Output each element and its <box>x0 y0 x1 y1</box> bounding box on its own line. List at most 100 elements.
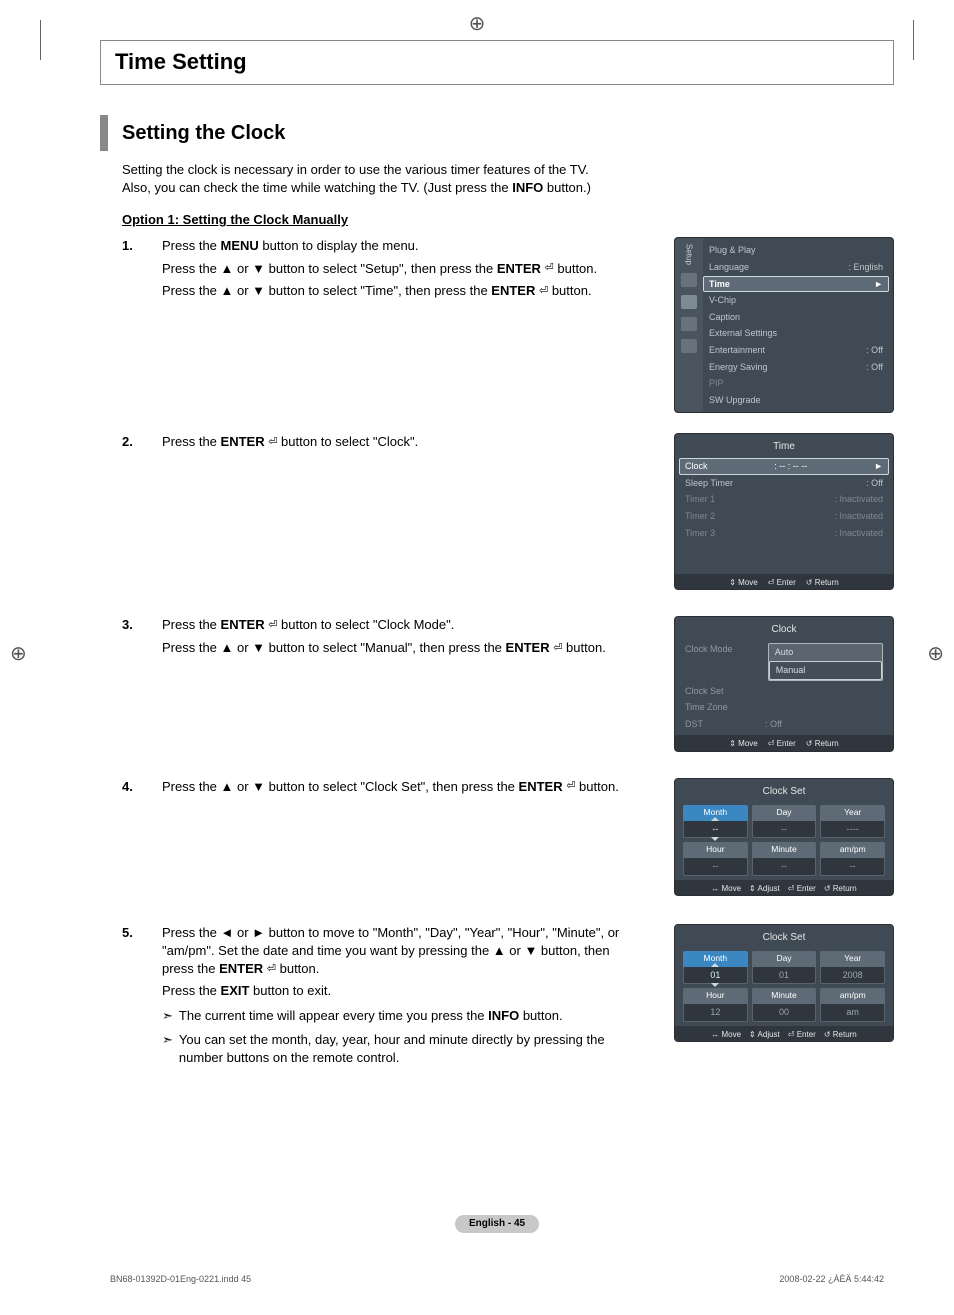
cs-day-value: -- <box>752 821 817 839</box>
subheading-text: Setting the Clock <box>122 115 285 151</box>
page-number-pill: English - 45 <box>455 1215 539 1233</box>
cs-ampm-value: am <box>820 1004 885 1022</box>
clockset-panel-blank: Clock Set Month-- Day-- Year---- Hour-- … <box>674 778 894 896</box>
cs-ampm-value: -- <box>820 858 885 876</box>
panel-title: Clock Set <box>679 783 889 805</box>
menu-item: Language: English <box>703 259 889 276</box>
step-body: Press the ◄ or ► button to move to "Mont… <box>162 924 654 1073</box>
step-3: 3. Press the ENTER ⏎ button to select "C… <box>122 616 894 757</box>
step-number: 1. <box>122 237 142 255</box>
menu-item: Time Zone <box>679 699 889 716</box>
panel-hint-bar: ⇕ Move ⏎ Enter ↺ Return <box>675 735 893 750</box>
section-title-bar: Time Setting <box>100 40 894 85</box>
option-manual-selected: Manual <box>769 661 882 680</box>
menu-item-selected: Clock: -- : -- --► <box>679 458 889 475</box>
enter-icon: ⏎ <box>267 962 276 977</box>
panel-title: Clock <box>679 621 889 641</box>
cs-year-value: 2008 <box>820 967 885 985</box>
panel-hint-bar: ⇕ Move ⏎ Enter ↺ Return <box>675 574 893 589</box>
menu-item-selected: Time► <box>703 276 889 293</box>
cs-hour-value: -- <box>683 858 748 876</box>
cs-ampm-header: am/pm <box>820 842 885 858</box>
note-line: ➣You can set the month, day, year, hour … <box>162 1031 644 1067</box>
note-icon: ➣ <box>162 1007 173 1025</box>
clockset-panel-filled: Clock Set Month01 Day01 Year2008 Hour12 … <box>674 924 894 1042</box>
step-body: Press the ENTER ⏎ button to select "Cloc… <box>162 616 654 660</box>
menu-item: SW Upgrade <box>703 392 889 409</box>
menu-item: DST: Off <box>679 716 889 733</box>
panel-hint-bar: ↔ Move ⇕ Adjust ⏎ Enter ↺ Return <box>675 1026 893 1041</box>
step-2: 2. Press the ENTER ⏎ button to select "C… <box>122 433 894 596</box>
cs-hour-header: Hour <box>683 842 748 858</box>
indd-filename: BN68-01392D-01Eng-0221.indd 45 <box>110 1273 251 1286</box>
step-5: 5. Press the ◄ or ► button to move to "M… <box>122 924 894 1073</box>
section-title: Time Setting <box>115 47 879 78</box>
menu-item: Clock Set <box>679 683 889 700</box>
menu-item: Entertainment: Off <box>703 342 889 359</box>
cs-month-value: -- <box>683 821 748 839</box>
setup-sidebar: Setup <box>675 238 703 412</box>
menu-item-disabled: Timer 2: Inactivated <box>679 508 889 525</box>
menu-item: V-Chip <box>703 292 889 309</box>
registration-mark-top: ⊕ <box>469 10 486 38</box>
menu-item: Caption <box>703 309 889 326</box>
cs-day-header: Day <box>752 951 817 967</box>
menu-item: Energy Saving: Off <box>703 359 889 376</box>
cs-hour-header: Hour <box>683 988 748 1004</box>
panel-hint-bar: ↔ Move ⇕ Adjust ⏎ Enter ↺ Return <box>675 880 893 895</box>
step-body: Press the ENTER ⏎ button to select "Cloc… <box>162 433 654 455</box>
cs-hour-value: 12 <box>683 1004 748 1022</box>
step-number: 4. <box>122 778 142 796</box>
cs-year-value: ---- <box>820 821 885 839</box>
cs-month-value: 01 <box>683 967 748 985</box>
step-1: 1. Press the MENU button to display the … <box>122 237 894 413</box>
cs-year-header: Year <box>820 805 885 821</box>
cs-day-header: Day <box>752 805 817 821</box>
step-4: 4. Press the ▲ or ▼ button to select "Cl… <box>122 778 894 904</box>
menu-item: Sleep Timer: Off <box>679 475 889 492</box>
enter-icon: ⏎ <box>539 284 548 299</box>
menu-item: Clock Mode Auto Manual <box>679 641 889 682</box>
sidebar-icon <box>681 339 697 353</box>
crop-line <box>40 20 41 60</box>
sidebar-icon <box>681 317 697 331</box>
crop-line <box>913 20 914 60</box>
cs-year-header: Year <box>820 951 885 967</box>
subheading-accent-bar <box>100 115 108 151</box>
step-number: 3. <box>122 616 142 634</box>
note-line: ➣The current time will appear every time… <box>162 1007 644 1025</box>
option-dropdown: Auto Manual <box>768 643 883 680</box>
option-heading: Option 1: Setting the Clock Manually <box>122 211 894 229</box>
step-body: Press the MENU button to display the men… <box>162 237 654 304</box>
registration-mark-right: ⊕ <box>927 640 944 668</box>
cs-day-value: 01 <box>752 967 817 985</box>
cs-minute-header: Minute <box>752 988 817 1004</box>
intro-line: Also, you can check the time while watch… <box>122 179 894 197</box>
menu-item: Plug & Play <box>703 242 889 259</box>
cs-minute-header: Minute <box>752 842 817 858</box>
option-auto: Auto <box>769 644 882 661</box>
page-footer: English - 45 <box>100 1213 894 1233</box>
cs-minute-value: -- <box>752 858 817 876</box>
note-icon: ➣ <box>162 1031 173 1067</box>
sidebar-label: Setup <box>683 244 694 265</box>
sidebar-icon-active <box>681 295 697 309</box>
step-number: 2. <box>122 433 142 451</box>
panel-title: Clock Set <box>679 929 889 951</box>
menu-item-disabled: PIP <box>703 375 889 392</box>
intro-line: Setting the clock is necessary in order … <box>122 161 894 179</box>
sidebar-icon <box>681 273 697 287</box>
intro-text: Setting the clock is necessary in order … <box>122 161 894 197</box>
imposition-footer: BN68-01392D-01Eng-0221.indd 45 2008-02-2… <box>100 1273 894 1286</box>
indd-timestamp: 2008-02-22 ¿ÀÈÄ 5:44:42 <box>779 1273 884 1286</box>
menu-item-disabled: Timer 1: Inactivated <box>679 491 889 508</box>
subheading-block: Setting the Clock <box>100 115 894 151</box>
enter-icon: ⏎ <box>545 261 554 276</box>
clock-menu-panel: Clock Clock Mode Auto Manual Clock Set T… <box>674 616 894 751</box>
setup-menu-panel: Setup Plug & Play Language: English Time… <box>674 237 894 413</box>
menu-item: External Settings <box>703 325 889 342</box>
cs-minute-value: 00 <box>752 1004 817 1022</box>
registration-mark-left: ⊕ <box>10 640 27 668</box>
time-menu-panel: Time Clock: -- : -- --► Sleep Timer: Off… <box>674 433 894 590</box>
step-body: Press the ▲ or ▼ button to select "Clock… <box>162 778 654 800</box>
